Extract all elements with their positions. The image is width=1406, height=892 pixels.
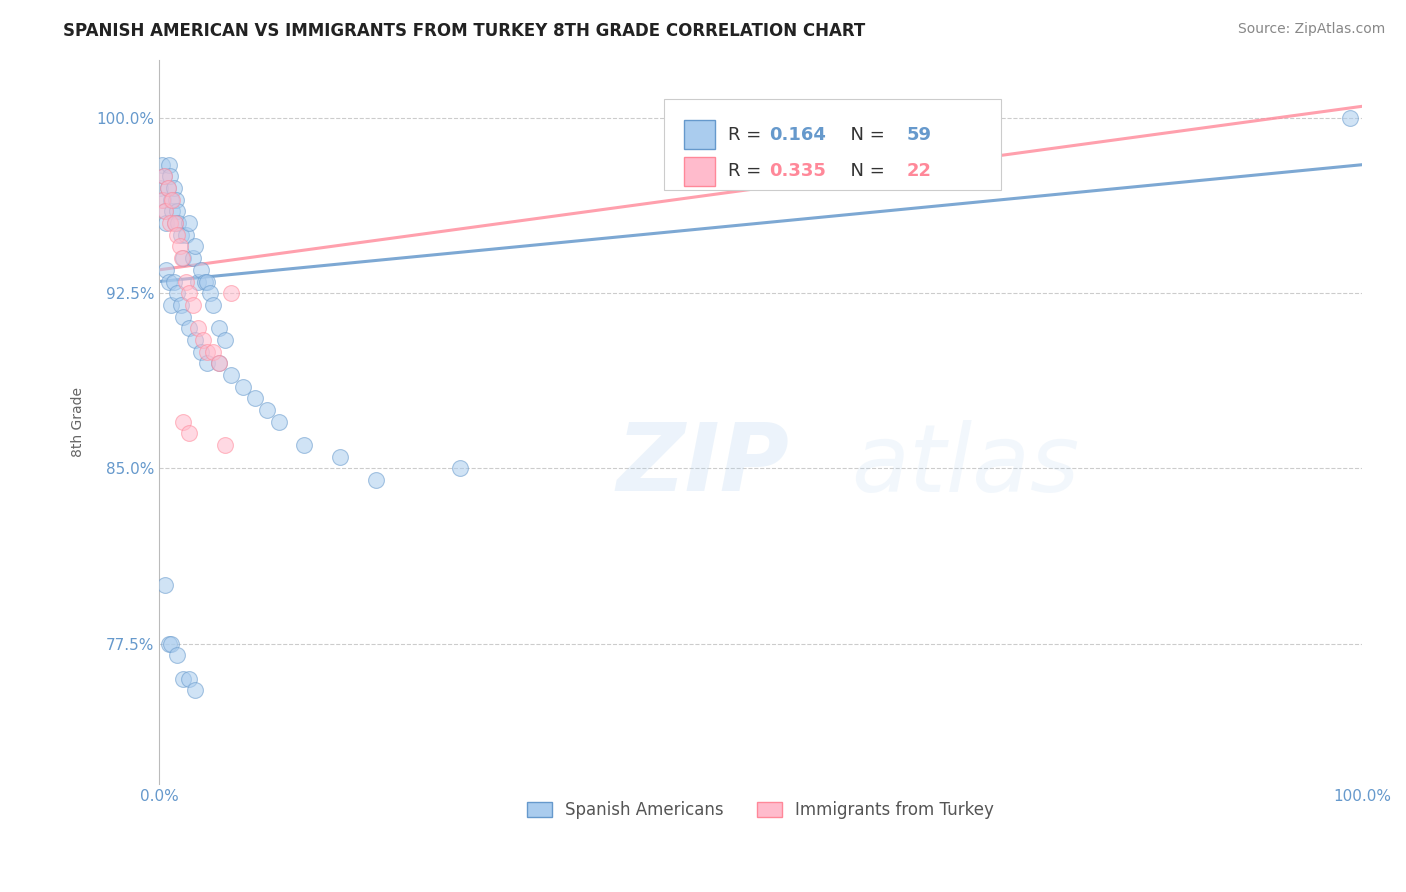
Point <box>214 333 236 347</box>
Point <box>202 344 225 359</box>
Point <box>162 193 184 207</box>
Point <box>159 169 181 184</box>
Point <box>172 415 194 429</box>
Point <box>169 239 191 253</box>
Point <box>184 683 207 698</box>
Text: R =: R = <box>728 162 768 180</box>
Text: 0.164: 0.164 <box>769 126 825 144</box>
Point <box>150 158 173 172</box>
Point <box>170 227 193 242</box>
Point <box>208 321 231 335</box>
Point <box>179 286 201 301</box>
Point <box>190 344 212 359</box>
Point <box>170 298 193 312</box>
Point <box>184 333 207 347</box>
FancyBboxPatch shape <box>683 120 714 149</box>
Point <box>163 275 186 289</box>
Point <box>163 181 186 195</box>
Point <box>179 216 201 230</box>
Point <box>159 216 181 230</box>
Point <box>292 438 315 452</box>
Point <box>195 356 218 370</box>
Point <box>163 216 186 230</box>
Text: N =: N = <box>839 162 890 180</box>
Point <box>155 216 177 230</box>
Point <box>163 216 186 230</box>
Point <box>256 403 278 417</box>
Text: ZIP: ZIP <box>616 419 789 511</box>
FancyBboxPatch shape <box>665 99 1001 190</box>
Point <box>449 461 471 475</box>
Text: atlas: atlas <box>851 419 1078 510</box>
Point <box>202 298 225 312</box>
Point <box>174 275 197 289</box>
Point <box>329 450 352 464</box>
Point <box>221 286 243 301</box>
Point <box>245 392 267 406</box>
Point <box>232 379 254 393</box>
Point <box>160 637 183 651</box>
Point <box>156 181 179 195</box>
Point <box>269 415 291 429</box>
FancyBboxPatch shape <box>683 157 714 186</box>
Point <box>184 239 207 253</box>
Point <box>153 169 176 184</box>
Point <box>155 204 177 219</box>
Point <box>172 310 194 324</box>
Point <box>195 275 218 289</box>
Point <box>166 227 188 242</box>
Point <box>155 578 177 592</box>
Point <box>198 286 221 301</box>
Y-axis label: 8th Grade: 8th Grade <box>72 386 86 457</box>
Point <box>157 158 180 172</box>
Point <box>153 169 176 184</box>
Point <box>364 473 387 487</box>
Point <box>160 193 183 207</box>
Point <box>179 426 201 441</box>
Point <box>179 321 201 335</box>
Point <box>187 321 209 335</box>
Point <box>172 251 194 265</box>
Point <box>181 298 204 312</box>
Point <box>190 263 212 277</box>
Text: Source: ZipAtlas.com: Source: ZipAtlas.com <box>1237 22 1385 37</box>
Point <box>191 333 214 347</box>
Text: SPANISH AMERICAN VS IMMIGRANTS FROM TURKEY 8TH GRADE CORRELATION CHART: SPANISH AMERICAN VS IMMIGRANTS FROM TURK… <box>63 22 866 40</box>
Point <box>187 275 209 289</box>
Point <box>179 672 201 686</box>
Point <box>152 193 174 207</box>
Text: 59: 59 <box>905 126 931 144</box>
Point <box>165 193 187 207</box>
Text: 22: 22 <box>905 162 931 180</box>
Point <box>208 356 231 370</box>
Legend: Spanish Americans, Immigrants from Turkey: Spanish Americans, Immigrants from Turke… <box>520 795 1001 826</box>
Point <box>155 204 177 219</box>
Point <box>157 275 180 289</box>
Point <box>166 286 188 301</box>
Text: N =: N = <box>839 126 890 144</box>
Point <box>174 227 197 242</box>
Text: R =: R = <box>728 126 768 144</box>
Point <box>160 298 183 312</box>
Point <box>167 216 190 230</box>
Text: 0.335: 0.335 <box>769 162 825 180</box>
Point <box>208 356 231 370</box>
Point <box>162 204 184 219</box>
Point <box>149 181 172 195</box>
Point <box>170 251 193 265</box>
Point <box>166 204 188 219</box>
Point <box>181 251 204 265</box>
Point <box>166 648 188 663</box>
Point <box>150 193 173 207</box>
Point <box>214 438 236 452</box>
Point <box>195 344 218 359</box>
Point <box>172 672 194 686</box>
Point <box>221 368 243 382</box>
Point <box>155 263 177 277</box>
Point <box>1339 111 1361 125</box>
Point <box>156 181 179 195</box>
Point <box>157 637 180 651</box>
Point <box>194 275 217 289</box>
